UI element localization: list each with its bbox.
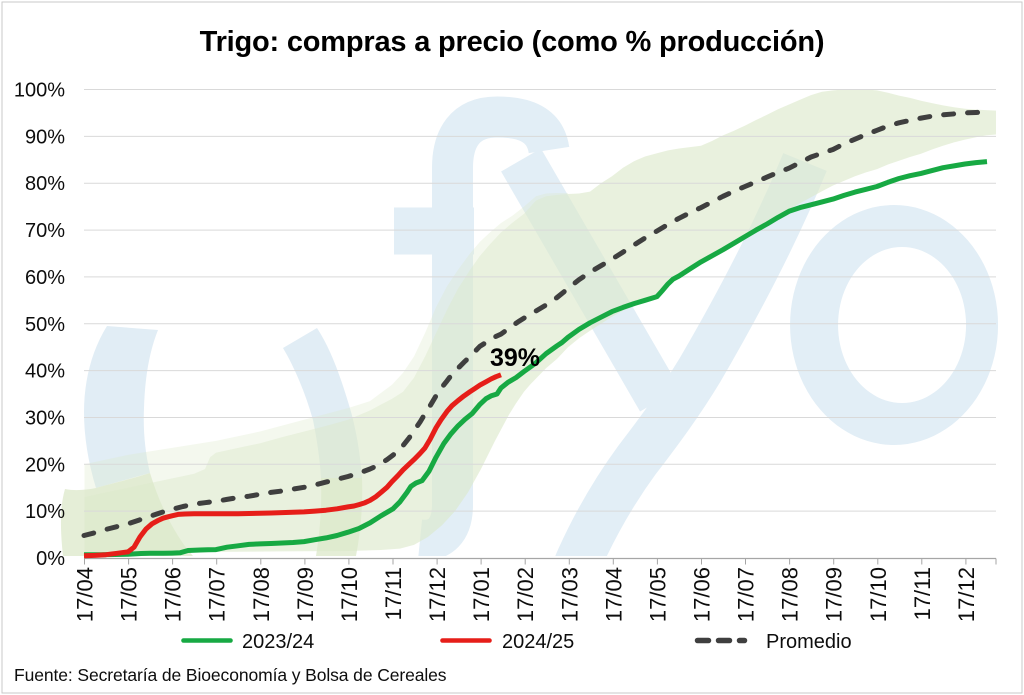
svg-text:100%: 100% <box>14 80 65 102</box>
svg-text:17/06: 17/06 <box>161 567 186 622</box>
svg-text:17/11: 17/11 <box>910 567 935 620</box>
svg-text:17/08: 17/08 <box>249 567 274 622</box>
svg-text:17/10: 17/10 <box>337 567 362 622</box>
svg-text:Fuente: Secretaría de Bioecono: Fuente: Secretaría de Bioeconomía y Bols… <box>14 665 447 685</box>
svg-text:17/05: 17/05 <box>117 567 142 622</box>
svg-text:60%: 60% <box>25 267 65 289</box>
svg-text:39%: 39% <box>490 344 540 372</box>
svg-text:17/09: 17/09 <box>822 567 847 622</box>
svg-text:20%: 20% <box>25 454 65 476</box>
svg-text:17/12: 17/12 <box>954 567 979 622</box>
svg-text:17/02: 17/02 <box>513 567 538 622</box>
svg-text:17/10: 17/10 <box>866 567 891 622</box>
svg-text:17/07: 17/07 <box>734 567 759 622</box>
svg-text:40%: 40% <box>25 361 65 383</box>
svg-text:Promedio: Promedio <box>766 631 852 653</box>
svg-text:50%: 50% <box>25 314 65 336</box>
svg-text:17/04: 17/04 <box>601 567 626 622</box>
svg-text:70%: 70% <box>25 220 65 242</box>
svg-text:17/07: 17/07 <box>205 567 230 622</box>
svg-text:30%: 30% <box>25 408 65 430</box>
svg-text:17/12: 17/12 <box>425 567 450 622</box>
svg-text:Trigo: compras a precio (como: Trigo: compras a precio (como % producci… <box>200 26 825 58</box>
svg-text:17/05: 17/05 <box>645 567 670 622</box>
svg-text:80%: 80% <box>25 173 65 195</box>
svg-text:17/04: 17/04 <box>73 567 98 622</box>
svg-text:17/09: 17/09 <box>293 567 318 622</box>
svg-text:90%: 90% <box>25 126 65 148</box>
svg-text:2024/25: 2024/25 <box>502 631 574 653</box>
svg-text:10%: 10% <box>25 501 65 523</box>
svg-text:17/08: 17/08 <box>778 567 803 622</box>
svg-text:17/06: 17/06 <box>690 567 715 622</box>
svg-text:17/11: 17/11 <box>381 567 406 620</box>
svg-text:2023/24: 2023/24 <box>242 631 314 653</box>
svg-text:17/03: 17/03 <box>557 567 582 622</box>
svg-text:17/01: 17/01 <box>469 567 494 622</box>
svg-text:0%: 0% <box>36 548 65 570</box>
